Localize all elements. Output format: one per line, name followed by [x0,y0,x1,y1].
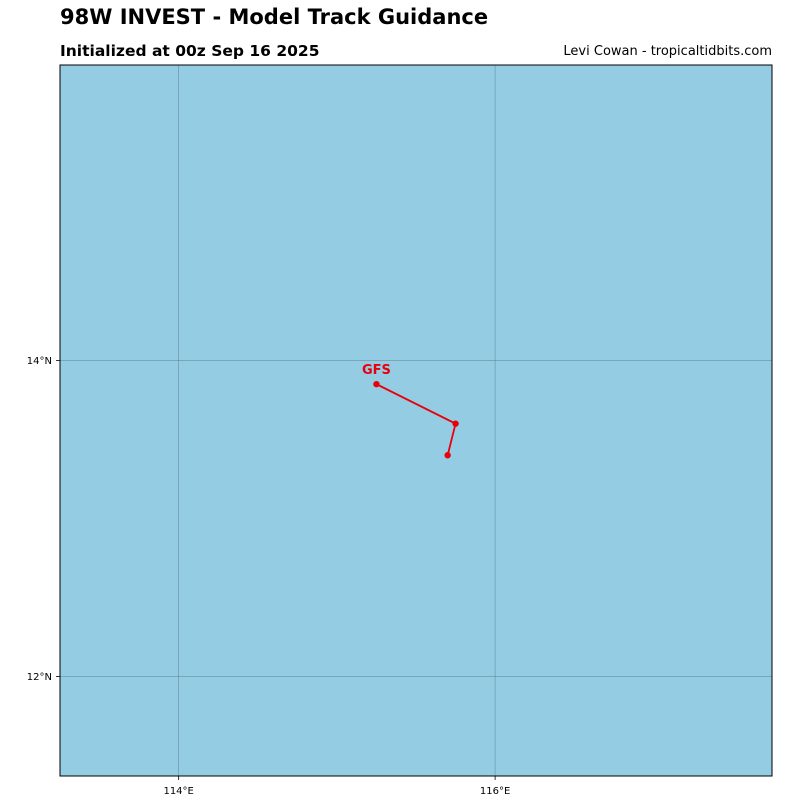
chart-subtitle: Initialized at 00z Sep 16 2025 [60,42,320,60]
lon-tick-label: 116°E [480,786,510,797]
lat-tick-label: 14°N [27,356,52,367]
map-axis-labels: 114°E 116°E 12°N 14°N [27,356,511,797]
map-gridlines [60,65,772,776]
map-background [60,65,772,776]
model-label: GFS [362,363,391,378]
track-point [444,452,451,459]
track-point [452,420,459,427]
model-tracks: GFS [362,363,459,459]
map-frame [59,64,773,777]
credit-label: Levi Cowan - tropicaltidbits.com [563,44,772,59]
lon-tick-label: 114°E [163,786,193,797]
lat-tick-label: 12°N [27,672,52,683]
chart-title: 98W INVEST - Model Track Guidance [60,5,489,29]
track-point [373,380,380,388]
